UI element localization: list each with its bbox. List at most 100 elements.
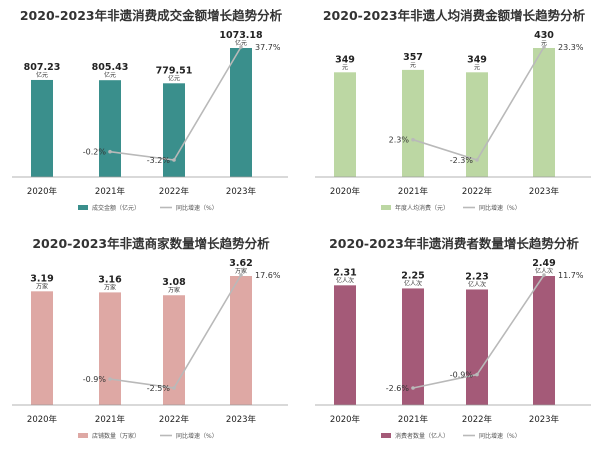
legend-line-label: 同比增速（%） [479,432,521,440]
bar-value-label: 2.23 [465,271,488,282]
panel-consumer-count: 2020-2023年非遗消费者数量增长趋势分析 2020年 2021年 2022年 20… [303,228,606,456]
bar [230,48,252,177]
growth-rate-point [239,273,243,277]
x-tick-label: 2020年 [27,414,58,425]
bar [230,276,252,405]
x-tick-label: 2022年 [462,414,493,425]
growth-rate-point [172,158,176,162]
bar [402,288,424,405]
chart-merchant-count: 2020-2023年非遗商家数量增长趋势分析 2020年 2021年 2022年 202… [12,236,288,440]
chart-title: 2020-2023年非遗人均消费金额增长趋势分析 [323,8,586,23]
legend-bar-swatch [78,433,88,438]
bar-unit-label: 亿元 [104,71,116,79]
legend-bar-label: 消费者数量（亿人） [395,432,449,440]
x-tick-label: 2023年 [529,186,560,197]
bar-value-label: 807.23 [24,62,61,73]
growth-rate-point [411,386,415,390]
legend-line-label: 同比增速（%） [479,204,521,212]
bar-unit-label: 亿元 [235,39,247,47]
legend-bar-swatch [381,205,391,210]
bar-value-label: 3.16 [98,274,122,285]
bar [31,79,53,177]
bar-unit-label: 元 [410,62,416,69]
bar [334,285,356,405]
bar-value-label: 3.62 [229,258,252,269]
x-tick-label: 2022年 [159,414,190,425]
bar-unit-label: 亿人次 [468,280,486,288]
legend-bar-label: 店铺数量（万家） [92,432,140,440]
bar-unit-label: 亿人次 [535,267,553,275]
legend-bar-swatch [381,433,391,438]
bar-unit-label: 亿元 [36,71,48,79]
bar-value-label: 349 [467,54,487,65]
bar-value-label: 2.25 [401,270,424,281]
x-tick-label: 2021年 [398,186,429,197]
bar [99,292,121,405]
growth-rate-label: -2.6% [386,384,410,393]
chart-transaction-amount: 2020-2023年非遗消费成交金额增长趋势分析 2020年 2021年 2022年 2… [12,8,288,212]
chart-per-capita-spending: 2020-2023年非遗人均消费金额增长趋势分析 2020年 2021年 2022年 2… [315,8,591,212]
bar-value-label: 349 [335,54,355,65]
panel-per-capita-spending: 2020-2023年非遗人均消费金额增长趋势分析 2020年 2021年 2022年 2… [303,0,606,228]
chart-title: 2020-2023年非遗商家数量增长趋势分析 [32,236,270,251]
bar-value-label: 805.43 [92,62,129,73]
legend-bar-label: 年度人均消费（元） [395,204,449,212]
x-tick-label: 2023年 [226,186,257,197]
growth-rate-point [475,158,479,162]
bar-value-label: 2.49 [532,258,555,269]
growth-rate-point [542,273,546,277]
chart-title: 2020-2023年非遗消费成交金额增长趋势分析 [20,8,283,23]
growth-rate-label: -2.3% [450,156,474,165]
legend-line-label: 同比增速（%） [176,204,218,212]
growth-rate-label: -3.2% [147,156,171,165]
bar [31,291,53,405]
growth-rate-label: -2.5% [147,384,171,393]
growth-rate-label: 2.3% [389,136,410,145]
bar-unit-label: 元 [342,64,348,71]
bar-unit-label: 万家 [36,282,48,290]
bar-unit-label: 万家 [235,267,247,275]
x-tick-label: 2021年 [95,414,126,425]
bar [466,289,488,405]
growth-rate-label: -0.9% [83,375,107,384]
growth-rate-point [542,45,546,49]
panel-merchant-count: 2020-2023年非遗商家数量增长趋势分析 2020年 2021年 2022年 202… [0,228,303,456]
bar-value-label: 430 [534,30,554,41]
bar [533,48,555,177]
bar [163,83,185,177]
x-tick-label: 2022年 [159,186,190,197]
bar-value-label: 2.31 [333,267,356,278]
growth-rate-label: 23.3% [558,43,584,52]
bar [533,276,555,405]
chart-title: 2020-2023年非遗消费者数量增长趋势分析 [329,236,579,251]
bar-unit-label: 亿人次 [336,276,354,284]
growth-rate-point [172,386,176,390]
growth-rate-label: -0.2% [83,148,107,157]
bar-unit-label: 万家 [104,283,116,291]
bar [99,80,121,177]
bar-unit-label: 万家 [168,286,180,294]
growth-rate-label: 37.7% [255,43,281,52]
x-tick-label: 2021年 [95,186,126,197]
x-tick-label: 2020年 [330,414,361,425]
growth-rate-point [108,149,112,154]
growth-rate-point [239,45,243,49]
panel-transaction-amount: 2020-2023年非遗消费成交金额增长趋势分析 2020年 2021年 2022年 2… [0,0,303,228]
bar-value-label: 1073.18 [219,30,263,41]
legend-bar-swatch [78,205,88,210]
bar-value-label: 3.19 [30,273,53,284]
x-tick-label: 2022年 [462,186,493,197]
growth-rate-label: 17.6% [255,271,281,280]
legend-bar-label: 成交金额（亿元） [92,204,140,212]
bar [402,69,424,177]
bar-unit-label: 亿人次 [404,279,422,287]
growth-rate-label: 11.7% [558,271,584,280]
bar-unit-label: 元 [474,64,480,71]
chart-consumer-count: 2020-2023年非遗消费者数量增长趋势分析 2020年 2021年 2022年 20… [315,236,591,440]
x-tick-label: 2020年 [330,186,361,197]
growth-rate-point [108,377,112,381]
bar-unit-label: 元 [541,40,547,47]
x-tick-label: 2020年 [27,186,58,197]
x-tick-label: 2023年 [226,414,257,425]
